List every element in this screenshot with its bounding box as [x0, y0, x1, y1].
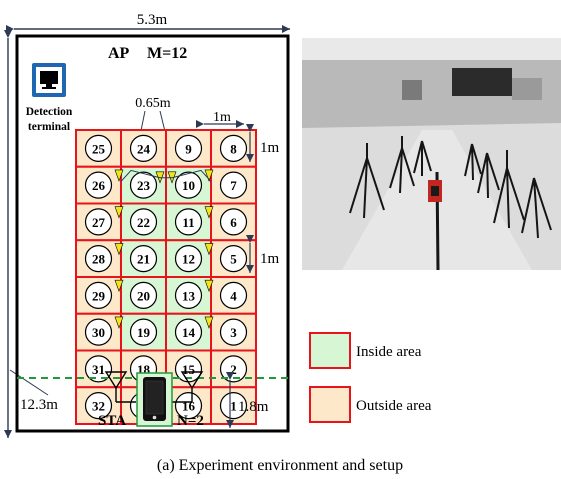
antenna-icon: [204, 169, 214, 182]
position-marker: [84, 355, 113, 383]
position-number: 4: [230, 288, 237, 303]
antenna-spacing-label: 0.65m: [135, 96, 171, 111]
antenna-icon: [204, 279, 214, 293]
position-marker: [174, 392, 203, 420]
position-number: 5: [230, 252, 237, 267]
figure-caption: (a) Experiment environment and setup: [157, 457, 403, 474]
position-marker: [219, 171, 248, 199]
position-marker: [84, 134, 113, 162]
sta-antenna-count: N=2: [177, 413, 204, 429]
position-number: 3: [230, 325, 237, 340]
room-length-label: 12.3m: [20, 397, 58, 413]
position-marker: [84, 171, 113, 199]
monitor-icon: [32, 63, 66, 97]
position-marker: [129, 281, 158, 309]
cell-height-label-top: 1m: [260, 140, 280, 156]
position-number: 24: [137, 141, 151, 156]
antenna-icon: [204, 316, 214, 329]
position-number: 14: [182, 325, 196, 340]
position-number: 26: [92, 178, 106, 193]
detection-terminal-line2: terminal: [28, 121, 70, 133]
position-marker: [84, 208, 113, 236]
position-marker: [219, 208, 248, 236]
position-number: 13: [182, 288, 196, 303]
position-marker: [174, 318, 203, 346]
position-marker: [129, 245, 158, 273]
position-marker: [174, 245, 203, 273]
ap-antenna-count: M=12: [147, 45, 187, 62]
antenna-icon: [104, 371, 136, 403]
antenna-link-line: [120, 169, 212, 182]
cell-height-label-mid: 1m: [260, 251, 280, 267]
antenna-icon: [114, 206, 124, 219]
ap-label: AP: [108, 45, 130, 62]
position-number: 16: [182, 399, 196, 414]
position-number: 29: [92, 288, 106, 303]
position-number: 2: [230, 362, 237, 377]
position-marker: [174, 171, 203, 199]
position-number: 1: [230, 399, 237, 414]
position-number: 12: [182, 252, 195, 267]
room-width-label: 5.3m: [137, 12, 168, 28]
position-marker: [84, 392, 113, 420]
antenna-icon: [204, 206, 214, 219]
position-marker: [219, 318, 248, 346]
legend-swatch-inside: [309, 332, 351, 369]
position-marker: [129, 171, 158, 199]
position-number: 6: [230, 215, 237, 230]
smartphone-icon: [136, 372, 173, 427]
position-number: 25: [92, 141, 106, 156]
position-marker: [174, 208, 203, 236]
detection-terminal-line1: Detection: [26, 106, 73, 118]
position-marker: [129, 134, 158, 162]
legend-label-outside: Outside area: [356, 398, 432, 414]
room-outline: [15, 34, 290, 433]
position-number: 22: [137, 215, 150, 230]
position-number: 23: [137, 178, 151, 193]
antenna-icon: [114, 169, 124, 182]
sta-label: STA: [98, 413, 126, 429]
position-marker: [129, 208, 158, 236]
antenna-icon: [172, 371, 204, 403]
position-number: 7: [230, 178, 237, 193]
position-number: 15: [182, 362, 196, 377]
antenna-icon: [114, 316, 124, 329]
room-photo: [302, 38, 561, 270]
position-marker: [84, 318, 113, 346]
position-number: 28: [92, 252, 106, 267]
position-number: 10: [182, 178, 195, 193]
position-number: 8: [230, 141, 237, 156]
legend-swatch-outside: [309, 386, 351, 423]
position-number: 19: [137, 325, 151, 340]
cell-width-label: 1m: [213, 110, 231, 125]
position-number: 20: [137, 288, 150, 303]
position-marker: [84, 281, 113, 309]
antenna-icon: [114, 243, 124, 256]
position-number: 30: [92, 325, 105, 340]
position-marker: [84, 245, 113, 273]
position-number: 21: [137, 252, 150, 267]
position-marker: [129, 318, 158, 346]
antenna-icon: [114, 279, 124, 293]
legend-label-inside: Inside area: [356, 344, 422, 360]
position-number: 27: [92, 215, 106, 230]
position-number: 11: [182, 215, 194, 230]
position-marker: [174, 134, 203, 162]
position-marker: [219, 281, 248, 309]
position-number: 31: [92, 362, 105, 377]
position-number: 9: [185, 141, 192, 156]
position-number: 32: [92, 399, 105, 414]
sta-distance-label: 1.8m: [238, 399, 269, 415]
antenna-icon: [204, 243, 214, 256]
position-marker: [174, 281, 203, 309]
